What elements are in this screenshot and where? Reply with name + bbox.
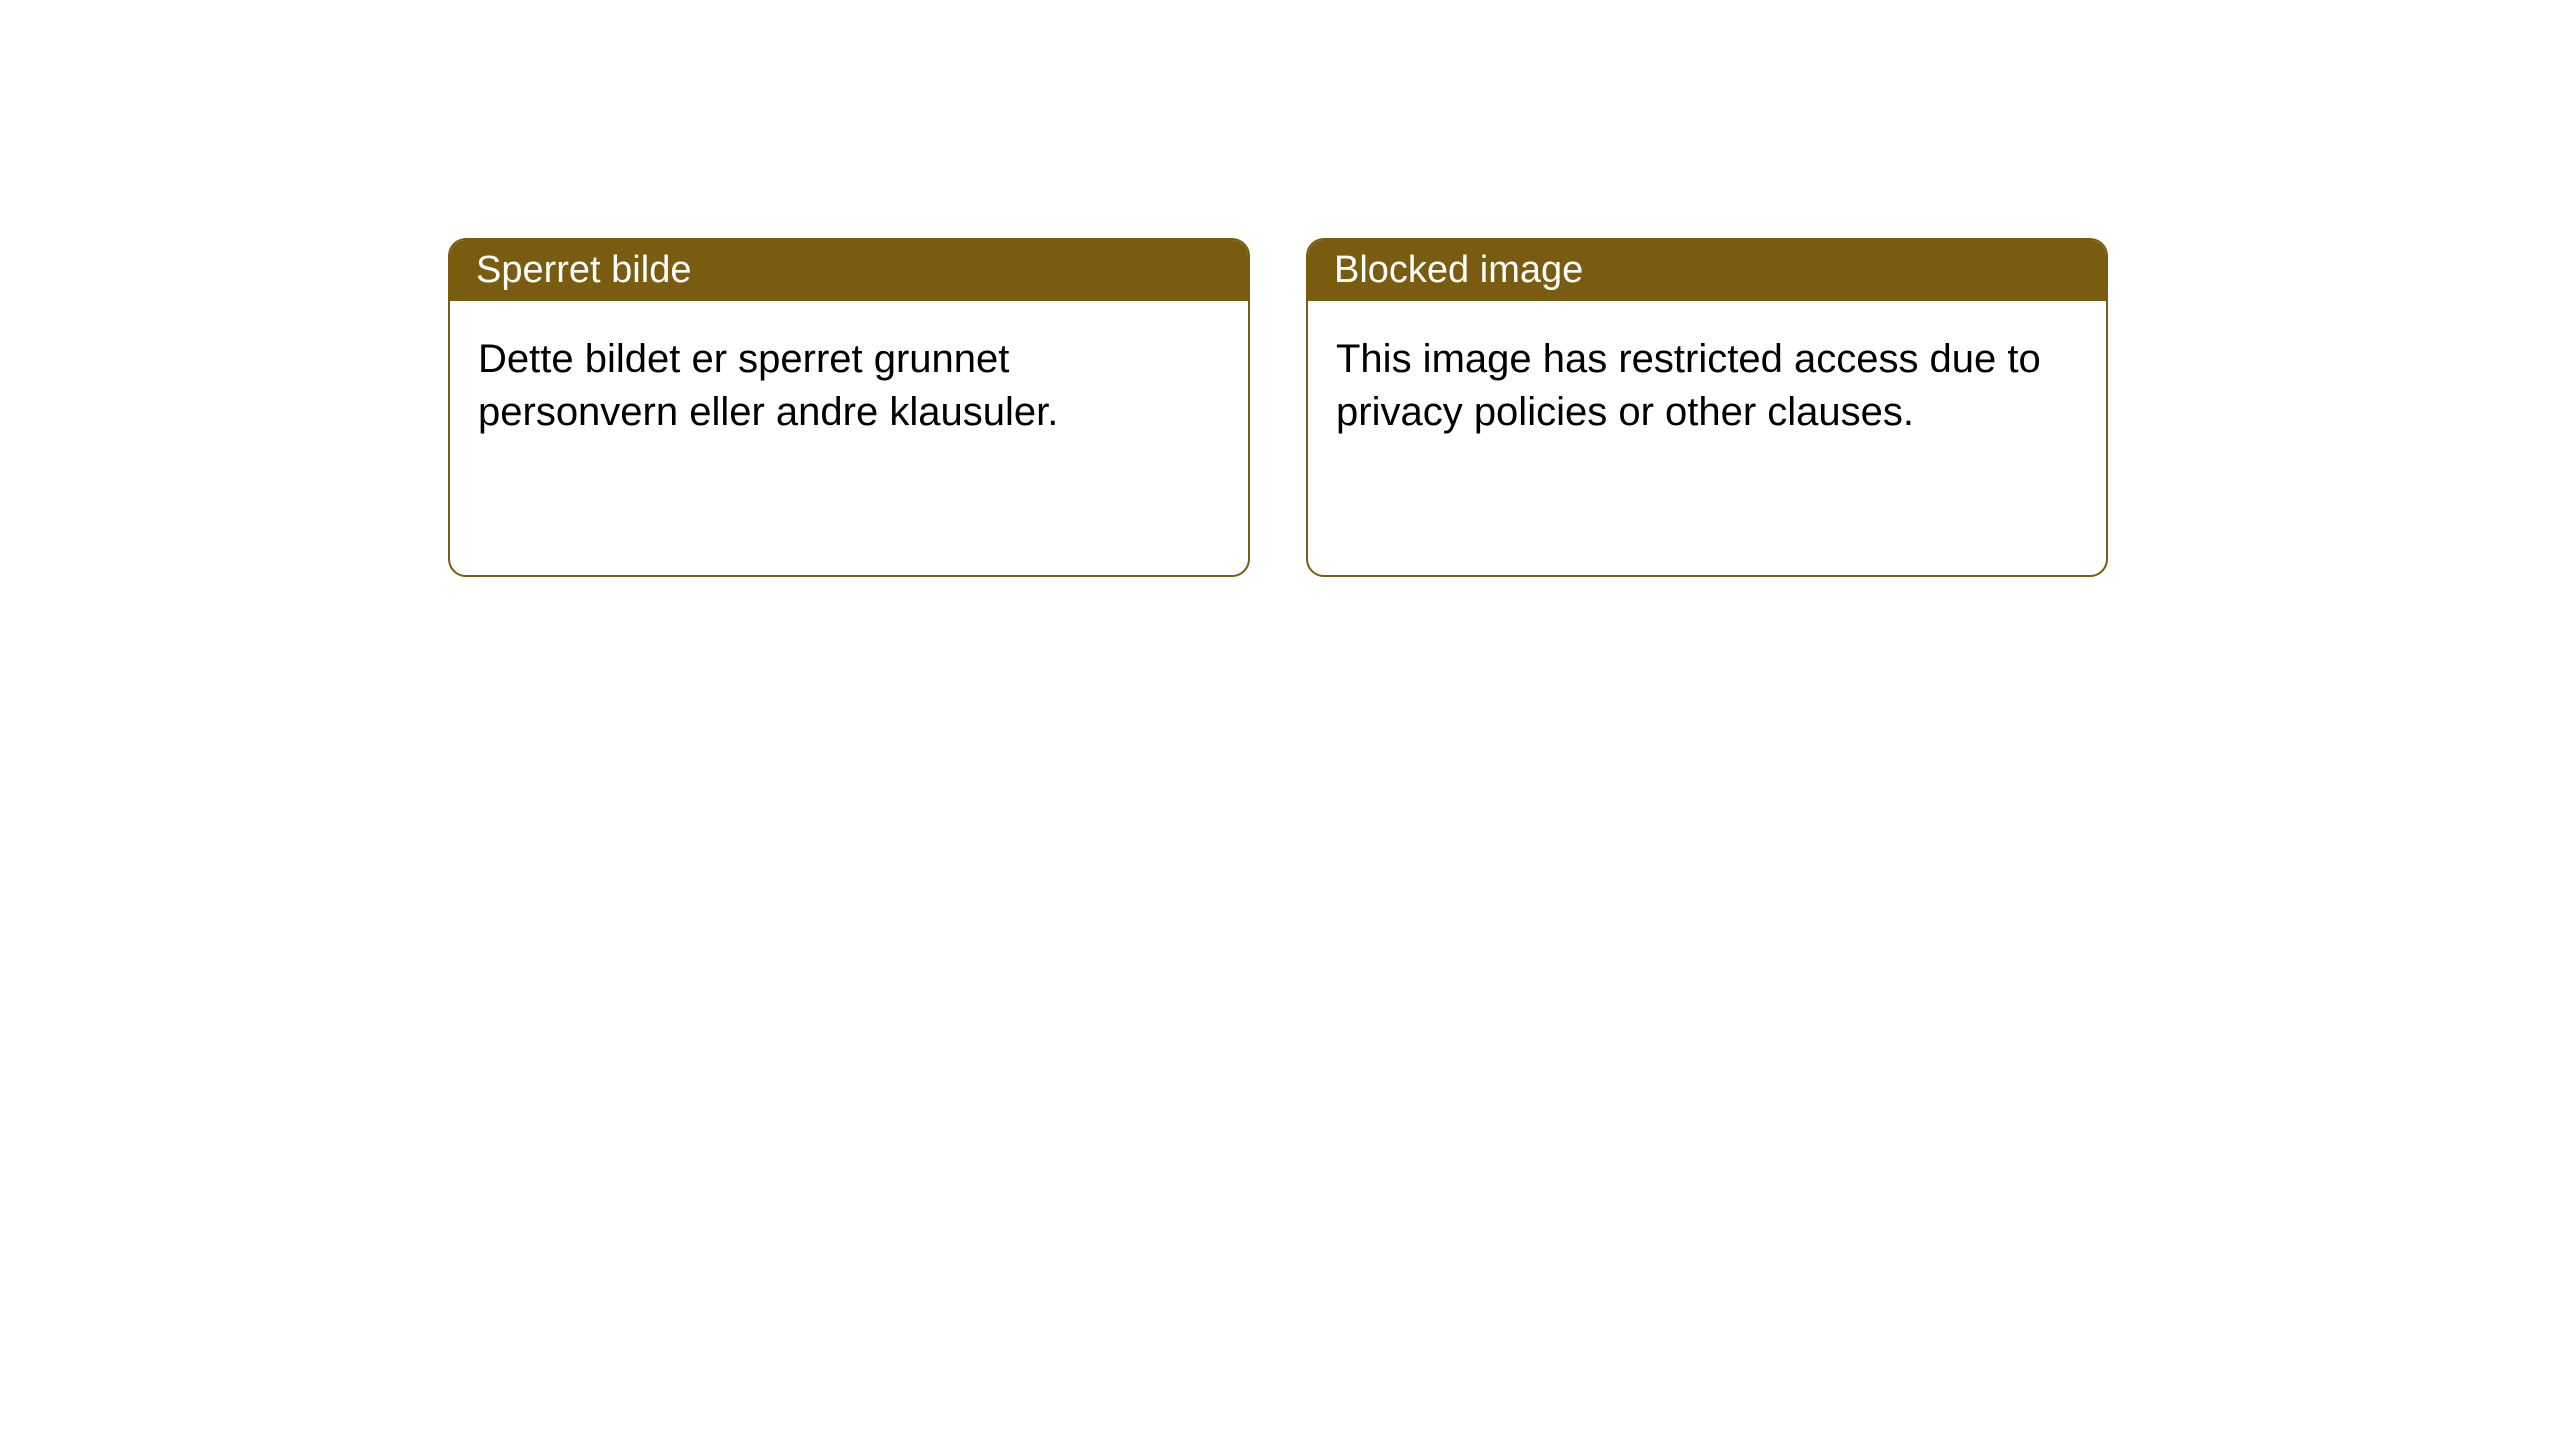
notice-title: Sperret bilde (476, 249, 691, 291)
notice-header: Sperret bilde (450, 240, 1248, 301)
notice-container: Sperret bilde Dette bildet er sperret gr… (448, 238, 2108, 577)
notice-body: This image has restricted access due to … (1308, 301, 2106, 575)
notice-body-text: Dette bildet er sperret grunnet personve… (478, 337, 1058, 434)
notice-card-english: Blocked image This image has restricted … (1306, 238, 2108, 577)
notice-body: Dette bildet er sperret grunnet personve… (450, 301, 1248, 575)
notice-title: Blocked image (1334, 249, 1583, 291)
notice-header: Blocked image (1308, 240, 2106, 301)
notice-body-text: This image has restricted access due to … (1336, 337, 2041, 434)
notice-card-norwegian: Sperret bilde Dette bildet er sperret gr… (448, 238, 1250, 577)
